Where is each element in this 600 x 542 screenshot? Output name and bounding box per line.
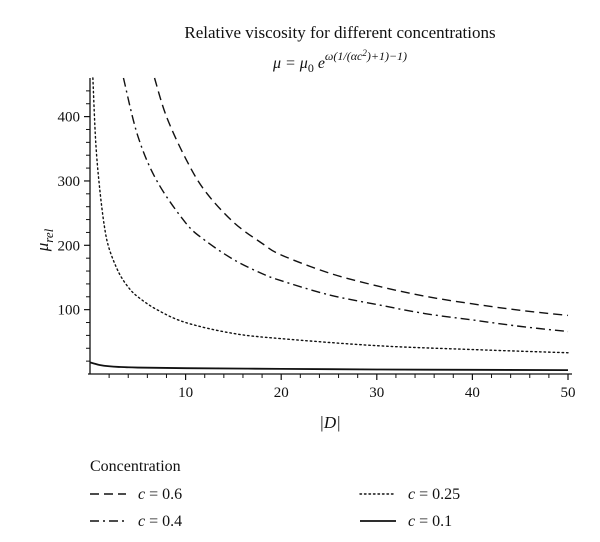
x-ticks: 10 20 30 40 50	[108, 374, 576, 401]
y-axis-label-sub: rel	[41, 228, 56, 242]
y-tick-label: 400	[58, 110, 81, 126]
legend-entry-value: = 0.1	[415, 513, 452, 530]
series-line-c-01	[89, 361, 569, 372]
y-tick-label: 200	[58, 238, 81, 254]
legend-entry-var: c	[408, 513, 415, 530]
x-tick-label: 50	[561, 385, 576, 401]
formula-exponent-end: )+1)−1)	[366, 49, 407, 63]
legend-entry-var: c	[138, 486, 145, 503]
series-line-c-04	[122, 77, 569, 333]
legend-entry-label: c = 0.4	[138, 513, 182, 530]
legend-entry-value: = 0.25	[415, 486, 460, 503]
x-tick-label: 30	[369, 385, 384, 401]
formula-base-e: e	[314, 55, 325, 72]
x-tick-label: 10	[178, 385, 193, 401]
y-axis-label: μrel	[33, 228, 56, 252]
legend-entry-var: c	[408, 486, 415, 503]
formula-sub-0: 0	[308, 61, 314, 75]
chart-title: Relative viscosity for different concent…	[184, 23, 495, 42]
y-axis-label-main: μ	[33, 243, 52, 253]
x-tick-label: 40	[465, 385, 480, 401]
chart-subtitle-formula: μ = μ0 eω(1/(αc2)+1)−1)	[272, 48, 407, 75]
legend-entry-var: c	[138, 513, 145, 530]
legend-title: Concentration	[90, 458, 181, 475]
legend-entry-value: = 0.6	[145, 486, 182, 503]
y-ticks: 100 200 300 400	[58, 90, 90, 362]
series-layer	[89, 77, 569, 372]
x-tick-label: 20	[274, 385, 289, 401]
formula-lhs: μ = μ	[272, 55, 308, 72]
y-tick-label: 100	[58, 303, 81, 319]
legend-entry-label: c = 0.6	[138, 486, 182, 503]
series-line-c-06	[153, 77, 569, 317]
x-axis-label: |D|	[319, 413, 341, 432]
legend-entry-value: = 0.4	[145, 513, 182, 530]
series-line-c-025	[92, 77, 569, 354]
legend-entry-label: c = 0.1	[408, 513, 452, 530]
formula-exponent-square: 2	[362, 48, 367, 58]
legend: c = 0.6c = 0.4c = 0.25c = 0.1	[90, 486, 460, 530]
y-tick-label: 300	[58, 174, 81, 190]
formula-exponent: ω(1/(αc	[325, 49, 363, 63]
legend-entry-label: c = 0.25	[408, 486, 460, 503]
